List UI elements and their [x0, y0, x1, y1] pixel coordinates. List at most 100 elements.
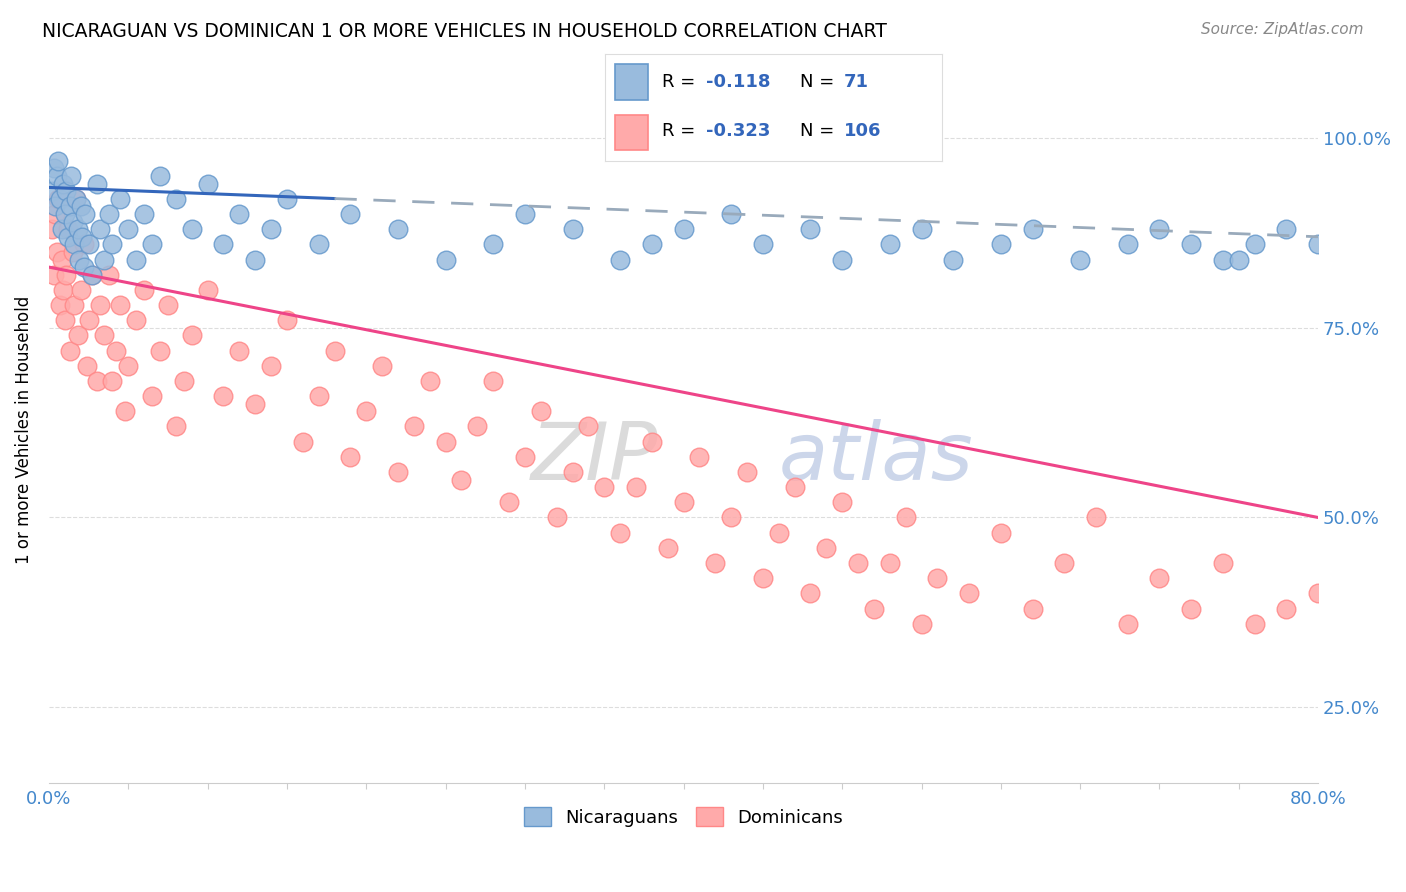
Point [62, 244, 84, 259]
Point [1339, 616, 1361, 631]
Point [1243, 237, 1265, 252]
Point [53, 207, 76, 221]
Point [1149, 222, 1171, 236]
Point [63, 237, 86, 252]
Point [117, 222, 139, 236]
Point [104, 343, 127, 358]
Point [65, 192, 87, 206]
Point [1212, 556, 1234, 570]
Point [1180, 237, 1202, 252]
Point [1053, 556, 1076, 570]
Point [51, 222, 73, 236]
Point [149, 169, 172, 183]
Point [879, 556, 901, 570]
Point [641, 237, 664, 252]
Point [180, 222, 202, 236]
Point [1149, 571, 1171, 585]
Point [41, 222, 63, 236]
Point [72, 229, 94, 244]
Point [561, 465, 583, 479]
Text: Source: ZipAtlas.com: Source: ZipAtlas.com [1201, 22, 1364, 37]
Text: NICARAGUAN VS DOMINICAN 1 OR MORE VEHICLES IN HOUSEHOLD CORRELATION CHART: NICARAGUAN VS DOMINICAN 1 OR MORE VEHICL… [42, 22, 887, 41]
Point [69, 283, 91, 297]
Text: 106: 106 [844, 121, 882, 139]
Point [846, 556, 869, 570]
Point [212, 389, 235, 403]
Point [990, 237, 1012, 252]
Point [77, 237, 100, 252]
Point [546, 510, 568, 524]
Point [51, 252, 73, 267]
Point [58, 199, 80, 213]
Point [76, 359, 98, 373]
Point [863, 601, 886, 615]
Point [89, 222, 111, 236]
Point [1275, 601, 1298, 615]
Point [66, 222, 89, 236]
Point [228, 207, 250, 221]
Point [434, 252, 457, 267]
Text: atlas: atlas [779, 419, 973, 498]
Point [49, 192, 72, 206]
Point [42, 161, 65, 176]
Point [245, 397, 267, 411]
Text: N =: N = [800, 73, 841, 91]
Point [768, 525, 790, 540]
Point [48, 192, 70, 206]
Point [1227, 252, 1250, 267]
Point [576, 419, 599, 434]
Point [641, 434, 664, 449]
Point [339, 450, 361, 464]
Point [672, 495, 695, 509]
Point [752, 571, 775, 585]
Point [66, 328, 89, 343]
Point [101, 374, 124, 388]
Point [752, 237, 775, 252]
Point [75, 207, 97, 221]
FancyBboxPatch shape [614, 64, 648, 100]
Point [1116, 237, 1139, 252]
Text: 71: 71 [844, 73, 869, 91]
Point [957, 586, 980, 600]
Point [1243, 616, 1265, 631]
Point [134, 283, 156, 297]
Point [228, 343, 250, 358]
Point [879, 237, 901, 252]
Point [783, 480, 806, 494]
Text: R =: R = [662, 121, 702, 139]
Point [799, 586, 821, 600]
Point [197, 283, 219, 297]
Text: N =: N = [800, 121, 841, 139]
Point [291, 434, 314, 449]
Point [56, 229, 79, 244]
Point [513, 207, 536, 221]
Point [371, 359, 394, 373]
Point [1180, 601, 1202, 615]
Point [141, 389, 163, 403]
Point [62, 214, 84, 228]
Point [110, 192, 132, 206]
Point [60, 169, 83, 183]
Legend: Nicaraguans, Dominicans: Nicaraguans, Dominicans [516, 800, 851, 834]
Point [1085, 510, 1108, 524]
Point [561, 222, 583, 236]
Point [339, 207, 361, 221]
Point [55, 268, 77, 282]
Point [387, 222, 409, 236]
Y-axis label: 1 or more Vehicles in Household: 1 or more Vehicles in Household [15, 296, 32, 565]
Point [1371, 601, 1393, 615]
Point [44, 199, 66, 213]
Point [80, 268, 103, 282]
Point [86, 374, 108, 388]
Point [49, 298, 72, 312]
Point [58, 343, 80, 358]
Point [434, 434, 457, 449]
Point [134, 207, 156, 221]
Point [86, 177, 108, 191]
Point [65, 192, 87, 206]
Point [910, 616, 932, 631]
Point [990, 525, 1012, 540]
Point [89, 298, 111, 312]
Text: -0.323: -0.323 [706, 121, 770, 139]
Point [1308, 586, 1330, 600]
